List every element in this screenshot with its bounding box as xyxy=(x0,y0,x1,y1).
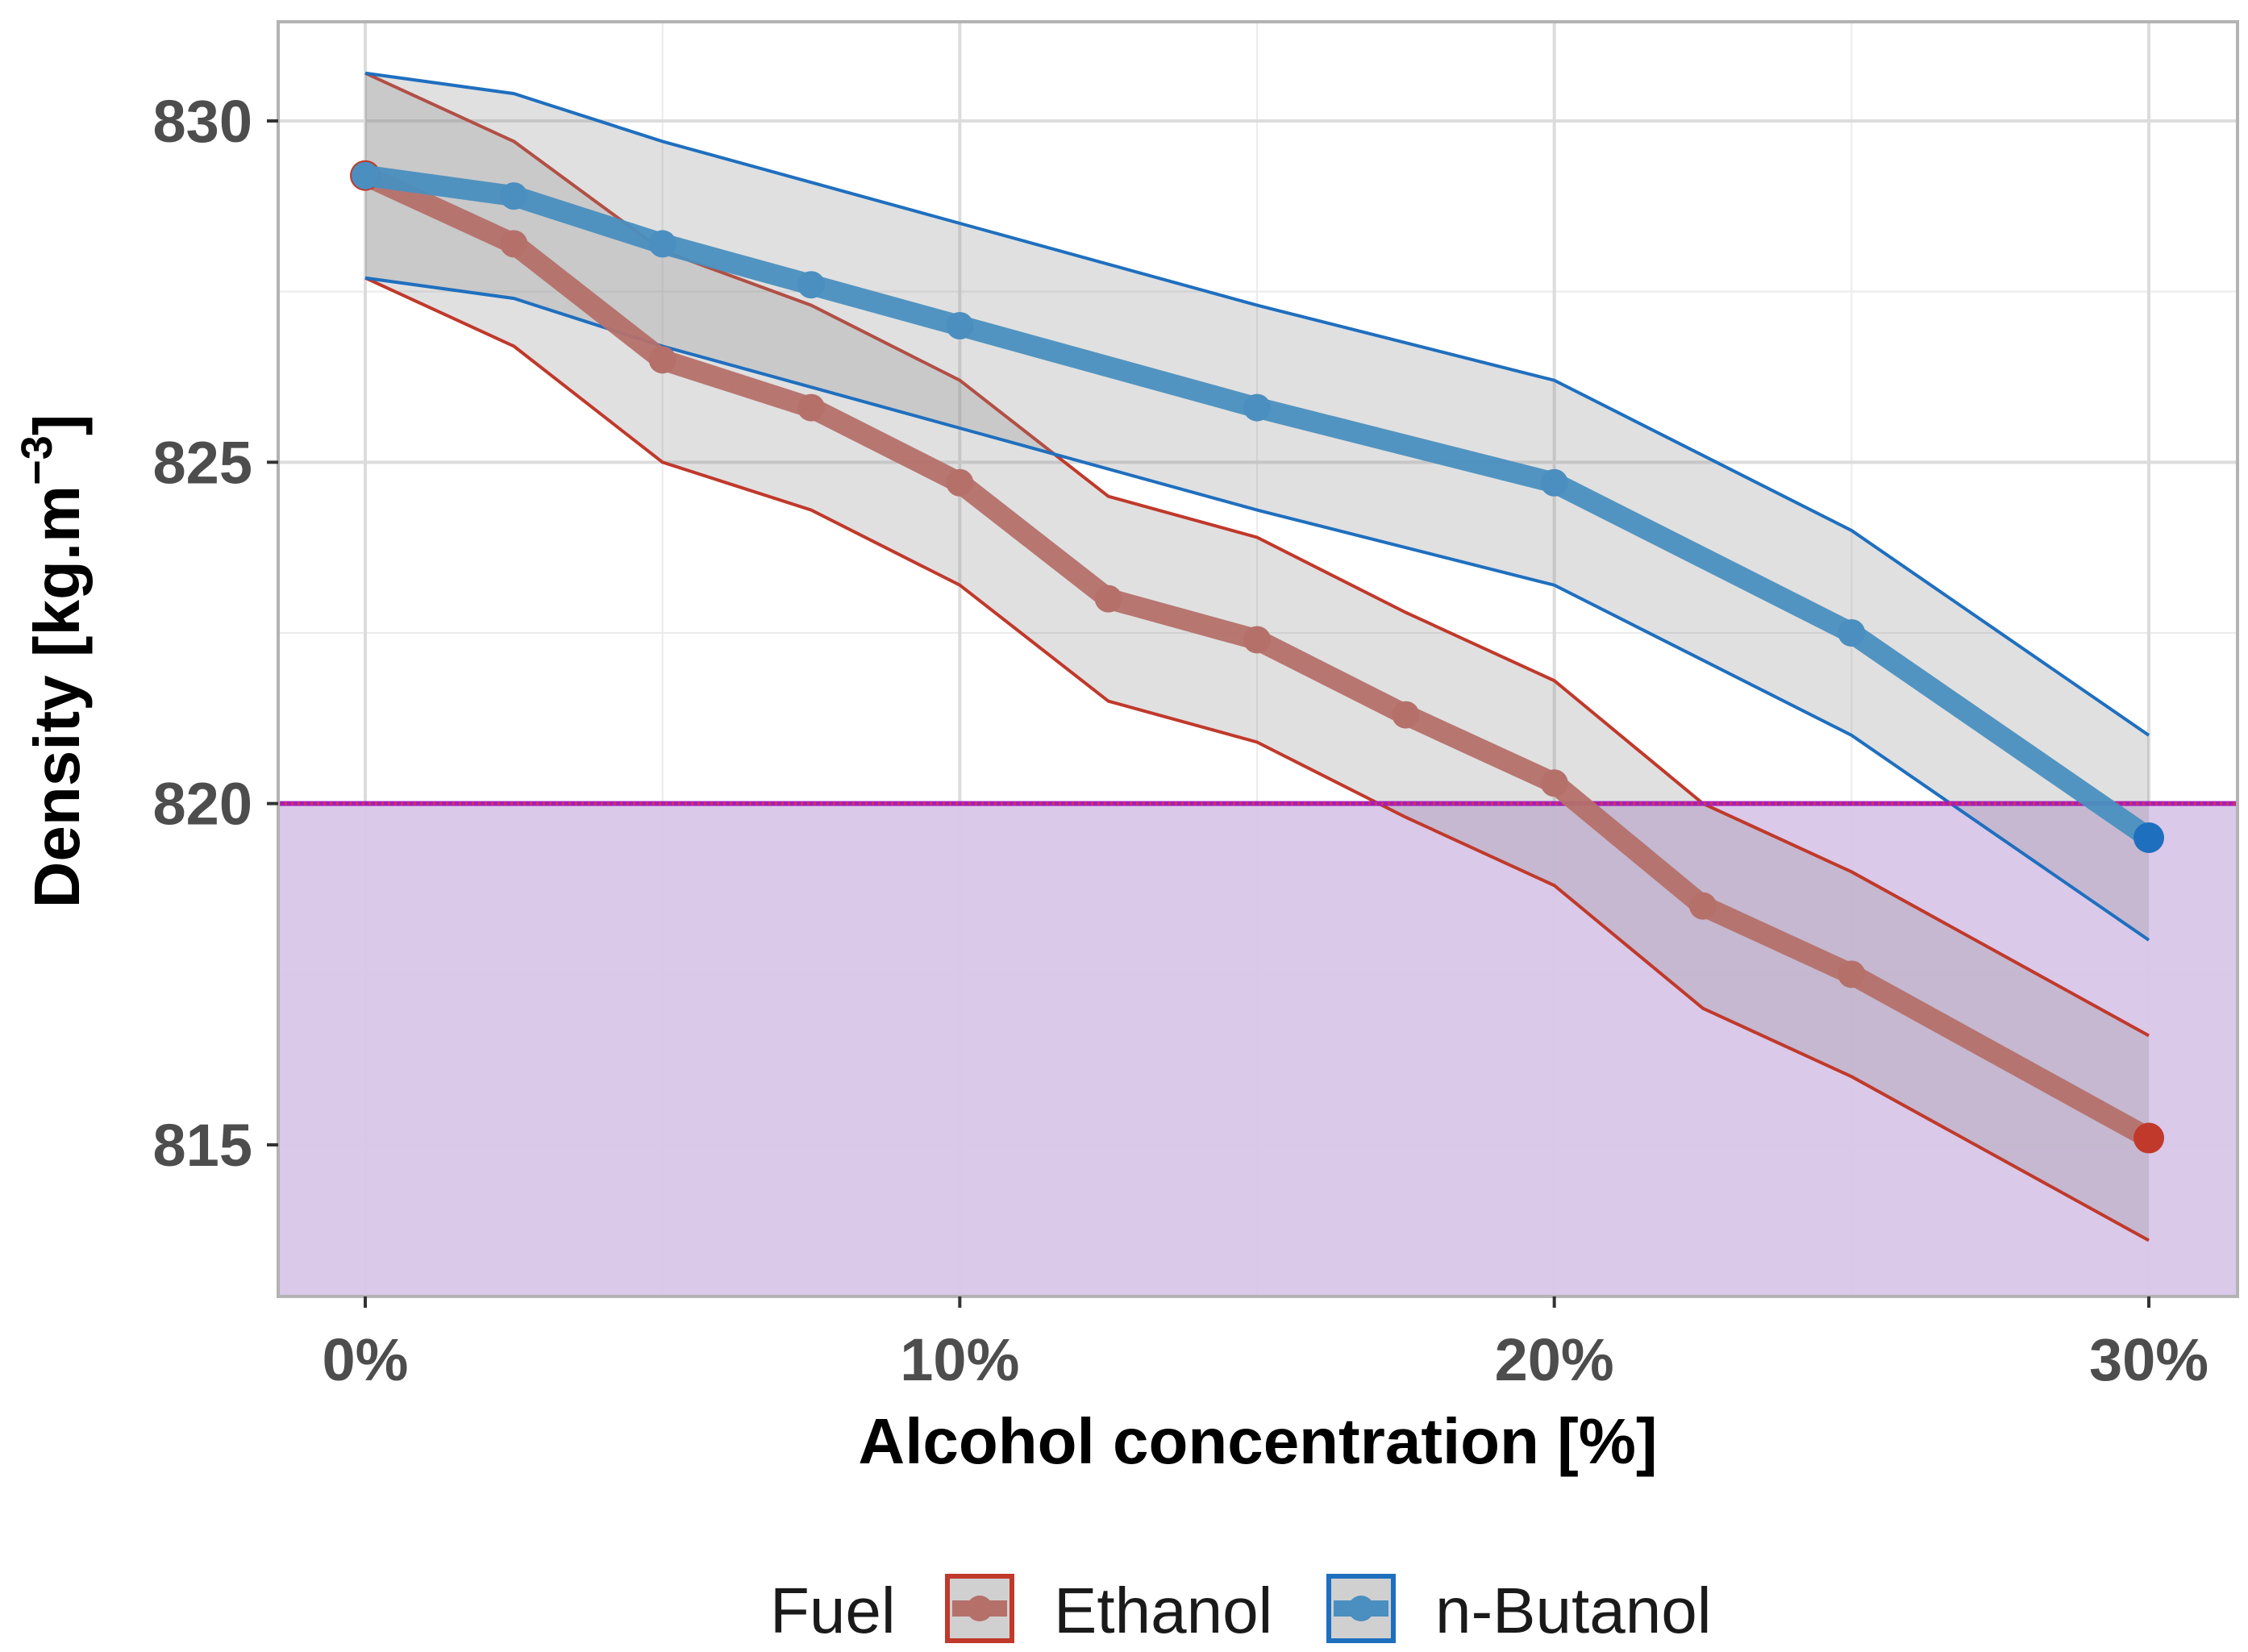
data-point-ethanol xyxy=(797,393,825,422)
legend-title: Fuel xyxy=(770,1575,896,1646)
y-axis-title: Density [kg.m−3] xyxy=(13,414,93,909)
series-lines xyxy=(350,160,2164,1154)
y-tick-label: 820 xyxy=(153,771,252,838)
ribbon-upper-n-butanol xyxy=(364,71,2150,737)
threshold-fill xyxy=(278,803,2238,1296)
axes: 0% 10% 20% 30% 815 820 825 830 xyxy=(153,88,2209,1393)
legend-key-point-n-butanol xyxy=(1348,1596,1374,1621)
data-point-ethanol xyxy=(2134,1122,2164,1154)
x-tick-label: 0% xyxy=(323,1326,409,1393)
legend-label-n-butanol: n-Butanol xyxy=(1435,1575,1711,1646)
x-axis-title: Alcohol concentration [%] xyxy=(858,1405,1657,1477)
y-tick-label: 815 xyxy=(153,1112,252,1179)
data-point-n-butanol xyxy=(1540,468,1568,497)
data-point-ethanol xyxy=(1540,769,1568,797)
data-point-ethanol xyxy=(1689,892,1717,920)
series-line-ethanol xyxy=(355,164,2159,1149)
y-tick-label: 825 xyxy=(153,429,252,496)
legend-entries: Ethanol n-Butanol xyxy=(945,1574,1711,1646)
data-point-ethanol xyxy=(1243,626,1271,654)
data-point-ethanol xyxy=(500,230,528,258)
ribbon-ethanol xyxy=(365,73,2149,1241)
data-point-n-butanol xyxy=(648,230,676,258)
data-point-n-butanol xyxy=(352,161,379,189)
data-point-n-butanol xyxy=(946,312,974,339)
x-tick-label: 10% xyxy=(900,1326,1019,1393)
ribbon-lower-n-butanol xyxy=(364,276,2150,942)
y-axis-title-main: Density [kg.m xyxy=(21,485,93,909)
legend-key-point-ethanol xyxy=(967,1596,993,1621)
data-point-n-butanol xyxy=(797,271,825,299)
y-tick-label: 830 xyxy=(153,88,252,155)
y-axis-title-close: ] xyxy=(21,414,93,436)
data-point-ethanol xyxy=(946,468,974,497)
legend-label-ethanol: Ethanol xyxy=(1054,1575,1272,1646)
data-point-ethanol xyxy=(1838,960,1866,988)
ribbon-lower-ethanol xyxy=(364,276,2150,1242)
data-point-ethanol xyxy=(648,346,676,374)
data-point-n-butanol xyxy=(2134,822,2164,853)
legend: Fuel Ethanol n-Butanol xyxy=(770,1574,1711,1646)
x-tick-label: 20% xyxy=(1495,1326,1614,1393)
x-tick-label: 30% xyxy=(2089,1326,2208,1393)
y-axis-title-exponent: −3 xyxy=(13,435,61,485)
data-point-n-butanol xyxy=(500,182,528,210)
data-point-ethanol xyxy=(1094,585,1122,613)
data-point-n-butanol xyxy=(1243,393,1271,422)
panel-border xyxy=(277,20,2239,1298)
data-point-n-butanol xyxy=(1838,619,1866,647)
data-point-ethanol xyxy=(1392,701,1420,729)
